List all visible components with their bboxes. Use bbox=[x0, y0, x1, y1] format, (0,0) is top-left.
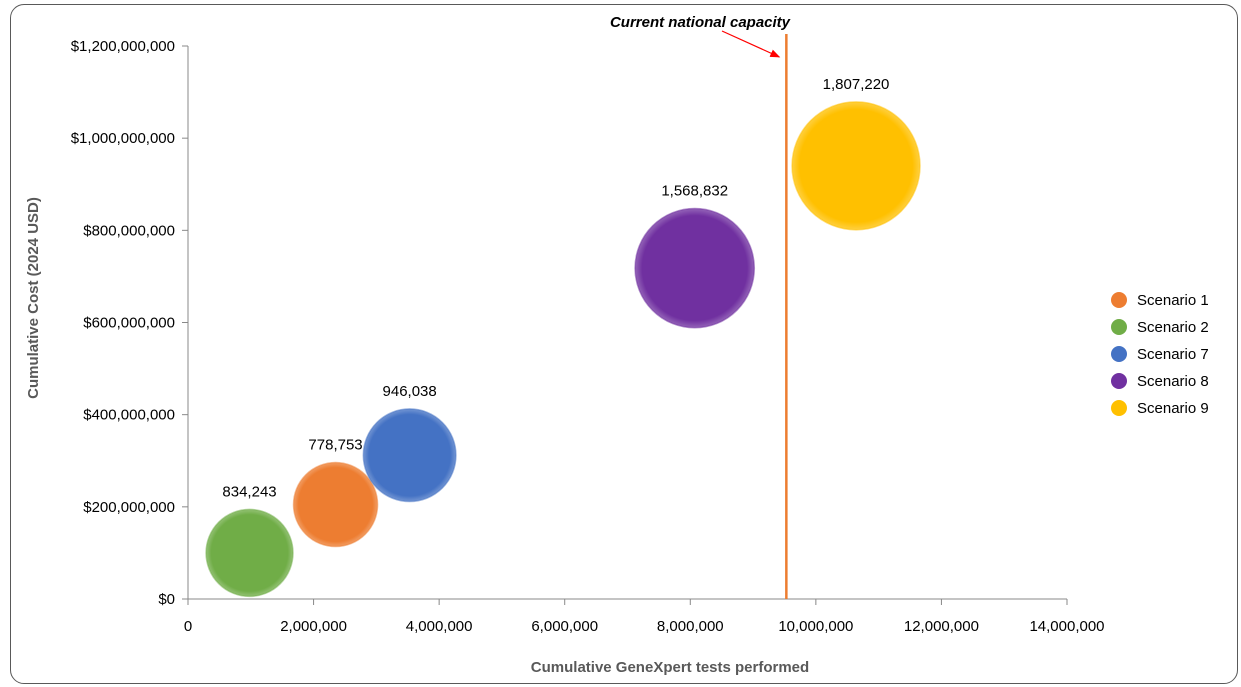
data-label-scenario-1: 778,753 bbox=[308, 437, 362, 454]
legend-marker bbox=[1111, 319, 1127, 335]
y-tick-label: $1,200,000,000 bbox=[71, 38, 175, 55]
x-tick-label: 0 bbox=[184, 618, 192, 635]
legend: Scenario 1 Scenario 2 Scenario 7 Scenario 8… bbox=[1111, 292, 1209, 417]
y-tick-label: $400,000,000 bbox=[83, 407, 175, 424]
data-label-scenario-7: 946,038 bbox=[383, 383, 437, 400]
x-tick-label: 8,000,000 bbox=[657, 618, 724, 635]
y-tick-label: $600,000,000 bbox=[83, 315, 175, 332]
annotation-arrow bbox=[721, 30, 781, 58]
bubble-scenario-8 bbox=[634, 207, 756, 329]
bubble-scenario-9 bbox=[791, 101, 921, 231]
legend-label: Scenario 1 bbox=[1137, 292, 1209, 309]
x-tick-label: 12,000,000 bbox=[904, 618, 979, 635]
y-tick-label: $200,000,000 bbox=[83, 499, 175, 516]
x-tick-label: 4,000,000 bbox=[406, 618, 473, 635]
legend-label: Scenario 9 bbox=[1137, 400, 1209, 417]
x-tick-label: 2,000,000 bbox=[280, 618, 347, 635]
y-tick-label: $0 bbox=[158, 591, 175, 608]
bubble-scenario-1 bbox=[292, 461, 379, 548]
bubble-scenario-7 bbox=[362, 408, 457, 503]
reference-line-annotation: Current national capacity bbox=[610, 14, 791, 31]
x-tick-label: 14,000,000 bbox=[1029, 618, 1104, 635]
y-tick-label: $1,000,000,000 bbox=[71, 130, 175, 147]
x-tick-label: 10,000,000 bbox=[778, 618, 853, 635]
data-label-scenario-8: 1,568,832 bbox=[661, 182, 728, 199]
legend-marker bbox=[1111, 373, 1127, 389]
data-label-scenario-2: 834,243 bbox=[222, 483, 276, 500]
bubble-scenario-2 bbox=[205, 508, 294, 598]
data-labels: 778,753 834,243 946,038 1,568,832 1,807,220 bbox=[222, 76, 889, 501]
legend-label: Scenario 8 bbox=[1137, 373, 1209, 390]
legend-marker bbox=[1111, 346, 1127, 362]
data-label-scenario-9: 1,807,220 bbox=[823, 76, 890, 93]
x-tick-label: 6,000,000 bbox=[531, 618, 598, 635]
x-axis: 0 2,000,000 4,000,000 6,000,000 8,000,000 10,… bbox=[184, 598, 1105, 635]
reference-line-group bbox=[721, 30, 788, 599]
bubbles bbox=[205, 101, 921, 598]
legend-marker bbox=[1111, 292, 1127, 308]
legend-marker bbox=[1111, 400, 1127, 416]
legend-label: Scenario 7 bbox=[1137, 346, 1209, 363]
y-axis: $0 $200,000,000 $400,000,000 $600,000,000 $8… bbox=[71, 38, 189, 608]
legend-label: Scenario 2 bbox=[1137, 319, 1209, 336]
y-tick-label: $800,000,000 bbox=[83, 222, 175, 239]
x-axis-title: Cumulative GeneXpert tests performed bbox=[531, 659, 809, 676]
y-axis-title: Cumulative Cost (2024 USD) bbox=[25, 197, 42, 399]
